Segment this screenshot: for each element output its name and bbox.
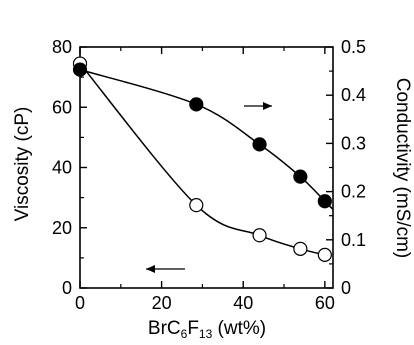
curves-group [79, 63, 334, 256]
x-title-suffix: (wt%) [212, 318, 266, 339]
x-axis-title: BrC6F13 (wt%) [148, 318, 266, 341]
viscosity-point [293, 241, 308, 256]
x-title-mid: F [187, 318, 199, 339]
y-right-tick-label: 0.4 [341, 85, 366, 105]
y-left-tick-label: 80 [52, 37, 72, 57]
points-group [72, 56, 332, 262]
viscosity-point [317, 247, 332, 262]
viscosity-point [189, 198, 204, 213]
y-right-tick-label: 0.3 [341, 133, 366, 153]
axes-group [79, 46, 334, 289]
y-axis-right-title: Conductivity (mS/cm) [392, 78, 413, 259]
x-tick-label: 40 [233, 293, 253, 313]
x-tick-label: 0 [75, 293, 85, 313]
y-right-tick-label: 0.1 [341, 230, 366, 250]
conductivity-point [72, 62, 88, 77]
x-title-prefix: BrC [148, 318, 181, 339]
conductivity-point [317, 194, 332, 209]
x-tick-label: 20 [152, 293, 172, 313]
x-title-sub1: 6 [181, 327, 188, 341]
y-axis-left-title: Viscosity (cP) [12, 107, 33, 222]
series-0-curve [79, 63, 326, 256]
arrow-to-right-axis-head [263, 102, 272, 110]
y-left-tick-label: 60 [52, 97, 72, 117]
x-title-sub2: 13 [199, 327, 213, 341]
y-right-tick-label: 0.2 [341, 182, 366, 202]
conductivity-point [189, 97, 204, 112]
x-tick-label: 60 [315, 293, 335, 313]
conductivity-point [293, 169, 308, 184]
y-right-tick-label: 0.5 [341, 37, 366, 57]
viscosity-point [252, 228, 267, 243]
y-right-tick-label: 0 [341, 278, 351, 298]
arrow-to-left-axis-head [146, 265, 155, 273]
conductivity-point [252, 137, 267, 152]
labels-group: 0 20 40 60 0 20 40 60 80 0 0.1 0.2 0.3 0.4 0.5 [52, 37, 366, 313]
series-1-curve [79, 68, 334, 210]
y-left-tick-label: 40 [52, 158, 72, 178]
y-left-tick-label: 0 [62, 278, 72, 298]
y-left-tick-label: 20 [52, 218, 72, 238]
